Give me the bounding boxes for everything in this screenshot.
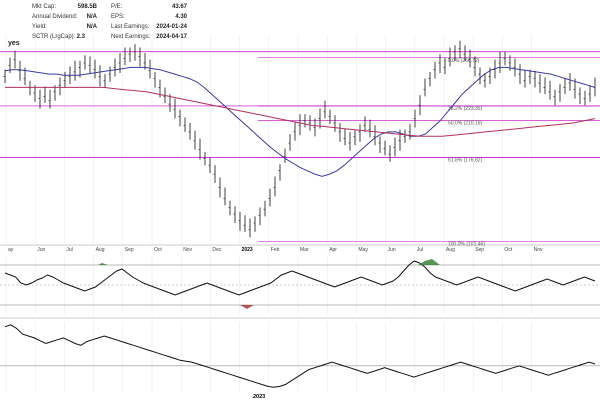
stat-value-yield: N/A (86, 24, 97, 30)
x-tick-label: Nov (183, 247, 192, 253)
stat-label-dividend: Annual Dividend: (32, 14, 78, 20)
stat-value-mkt-cap: 598.5B (77, 4, 97, 10)
x-tick-label: ay (8, 247, 14, 253)
stat-label-eps: EPS: (111, 14, 125, 20)
stat-label-mkt-cap: Mkt Cap: (32, 4, 57, 10)
x-tick-label: Jun (37, 247, 45, 253)
relative-strength-line (4, 324, 596, 388)
osc-oversold-fill (240, 305, 254, 309)
x-tick-label: May (358, 247, 368, 253)
x-tick-label: Feb (271, 247, 280, 253)
x-tick-label: Dec (212, 247, 221, 253)
x-tick-label: Sep (125, 247, 134, 253)
stat-value-last-earnings: 2024-01-24 (156, 24, 187, 30)
status-flag: yes (8, 40, 20, 47)
x-tick-label: Sep (475, 247, 484, 253)
x-tick-label: Jul (66, 247, 72, 253)
x-tick-label: Oct (154, 247, 162, 253)
stat-label-yield: Yield: (32, 24, 47, 30)
stat-label-sctr: SCTR (LrgCap): (32, 34, 76, 40)
x-tick-label: Mar (300, 247, 309, 253)
stat-value-dividend: N/A (86, 14, 97, 20)
x-tick-label: 2023 (242, 247, 253, 253)
stat-label-next-earnings: Next Earnings: (111, 34, 151, 40)
x-tick-label: Nov (534, 247, 543, 253)
osc-overbought-fill (98, 263, 108, 265)
year-label: 2023 (253, 394, 265, 400)
x-tick-label: Apr (329, 247, 337, 253)
fibonacci-label: 0.0% (266.72) (448, 58, 480, 64)
stat-value-eps: 4.30 (175, 14, 187, 20)
stat-value-pe: 43.67 (171, 4, 187, 10)
oscillator-line (4, 260, 596, 296)
fibonacci-label: 50.0% (210.19) (448, 121, 483, 127)
fibonacci-label: 61.8% (176.82) (448, 158, 483, 164)
x-tick-label: Jul (417, 247, 423, 253)
price-ma-short (4, 66, 596, 177)
stat-label-last-earnings: Last Earnings: (111, 24, 150, 30)
stat-value-sctr: 2.3 (76, 34, 85, 40)
price-ma-long (5, 86, 596, 137)
stat-value-next-earnings: 2024-04-17 (156, 34, 187, 40)
x-tick-label: Jun (388, 247, 396, 253)
osc-overbought-fill (418, 259, 440, 265)
x-tick-label: Aug (96, 247, 105, 253)
x-tick-label: Aug (446, 247, 455, 253)
fibonacci-label: 100.0% (101.46) (448, 241, 485, 247)
x-tick-label: Oct (504, 247, 512, 253)
stat-label-pe: P/E: (111, 4, 123, 10)
fibonacci-label: 38.2% (223.35) (448, 106, 483, 112)
